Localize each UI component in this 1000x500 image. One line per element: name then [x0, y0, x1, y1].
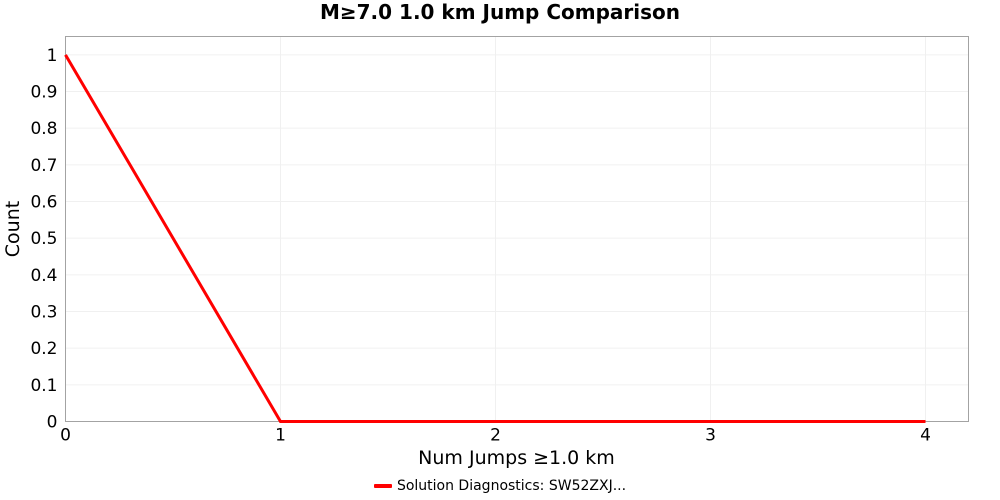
- y-tick-label: 0.4: [30, 266, 57, 286]
- legend: Solution Diagnostics: SW52ZXJ...: [0, 478, 1000, 494]
- x-tick-label: 3: [705, 426, 716, 446]
- y-tick-label: 0.8: [30, 119, 57, 139]
- y-axis-label: Count: [2, 200, 24, 258]
- y-tick-label: 0.5: [30, 229, 57, 249]
- series-line: [64, 54, 926, 423]
- y-tick-label: 1: [47, 46, 58, 66]
- legend-label: Solution Diagnostics: SW52ZXJ...: [396, 478, 627, 494]
- y-tick-label: 0.1: [30, 376, 57, 396]
- chart-title: M≥7.0 1.0 km Jump Comparison: [319, 0, 681, 24]
- legend-line-marker: [373, 484, 392, 488]
- x-axis-label: Num Jumps ≥1.0 km: [418, 447, 615, 469]
- x-tick-label: 0: [60, 426, 71, 446]
- y-tick-label: 0: [47, 413, 58, 433]
- y-tick-label: 0.7: [30, 156, 57, 176]
- x-tick-label: 4: [920, 426, 931, 446]
- y-tick-label: 0.9: [30, 83, 57, 103]
- y-tick-label: 0.3: [30, 303, 57, 323]
- y-tick-label: 0.6: [30, 193, 57, 213]
- y-tick-label: 0.2: [30, 339, 57, 359]
- x-tick-label: 2: [490, 426, 501, 446]
- plot-area: 0 1 2 3 4 0 0.1 0.2 0.3 0.4 0.5 0.6 0.7 0.8 0.9 1: [30, 36, 969, 446]
- x-tick-label: 1: [275, 426, 286, 446]
- plot-border: [65, 36, 969, 422]
